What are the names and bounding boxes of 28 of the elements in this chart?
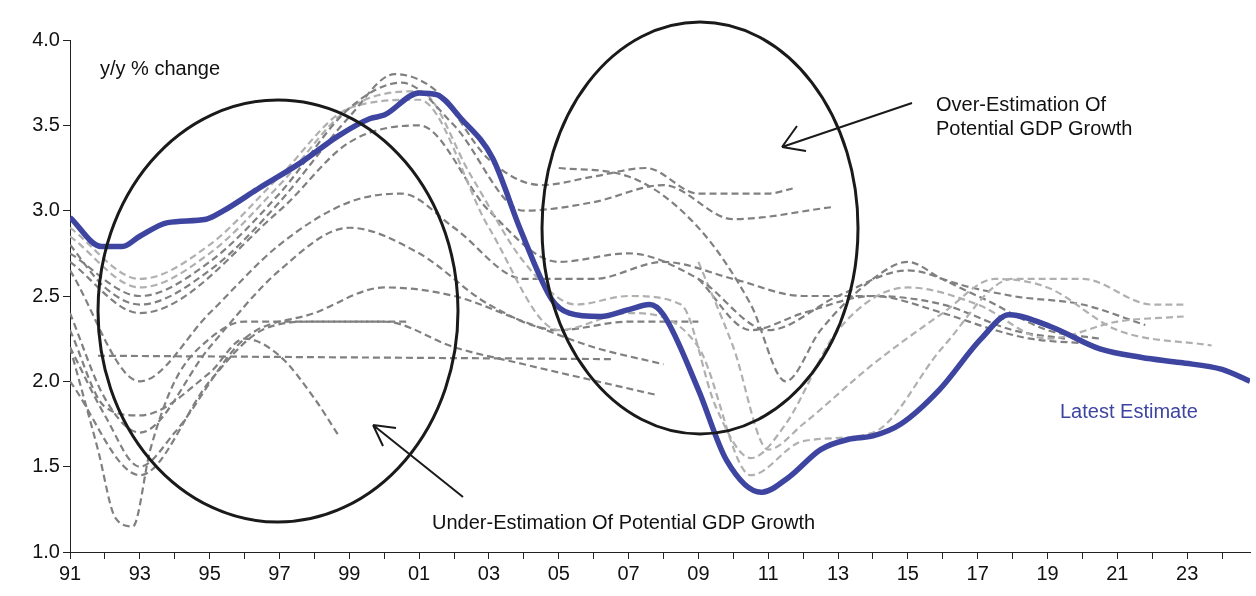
series-label: Latest Estimate (1060, 399, 1198, 424)
y-tick-label: 1.5 (32, 454, 60, 477)
x-tick-label: 07 (617, 561, 640, 584)
x-tick-label: 99 (338, 561, 361, 584)
x-tick-label: 09 (687, 561, 710, 584)
x-tick-label: 21 (1106, 561, 1129, 584)
y-tick-label: 4.0 (32, 27, 60, 50)
annotation: Under-Estimation Of Potential GDP Growth (432, 510, 816, 534)
y-tick-label: 3.0 (32, 198, 60, 221)
y-tick-label: 2.5 (32, 283, 60, 306)
y-tick-label: 1.0 (32, 539, 60, 562)
x-tick-label: 91 (58, 561, 82, 584)
x-tick-label: 97 (268, 561, 291, 584)
x-tick-label: 93 (128, 561, 151, 584)
x-tick-label: 19 (1036, 561, 1059, 584)
x-tick-label: 15 (896, 561, 919, 584)
annotation: Over-Estimation Of Potential GDP Growth (936, 92, 1134, 140)
x-tick-label: 17 (966, 561, 989, 584)
y-tick-label: 2.0 (32, 368, 60, 391)
x-tick-label: 11 (757, 561, 779, 584)
x-tick-label: 95 (198, 561, 221, 584)
x-tick-label: 03 (477, 561, 501, 584)
x-tick-label: 13 (826, 561, 850, 584)
x-tick-label: 23 (1176, 561, 1199, 584)
y-tick-label: 3.5 (32, 112, 60, 135)
y-axis-title: y/y % change (100, 56, 221, 80)
x-tick-label: 05 (547, 561, 570, 584)
x-tick-label: 01 (407, 561, 431, 584)
